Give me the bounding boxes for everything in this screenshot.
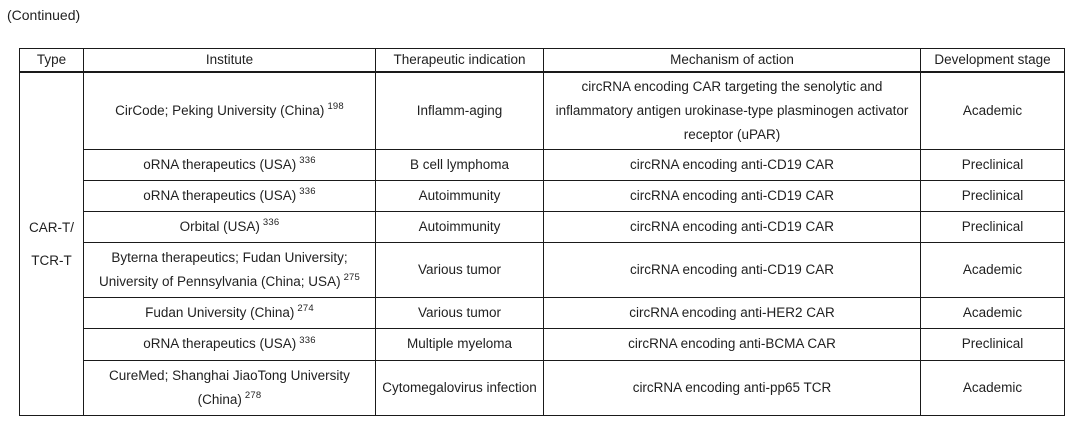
- cell-institute: Byterna therapeutics; Fudan University; …: [83, 241, 376, 298]
- institute-text: oRNA therapeutics (USA): [143, 336, 297, 351]
- cell-mechanism: circRNA encoding anti-CD19 CAR: [543, 241, 921, 298]
- cell-type-group: CAR-T/ TCR-T: [19, 71, 84, 416]
- cell-institute: oRNA therapeutics (USA) 336: [83, 327, 376, 361]
- col-header-development-stage: Development stage: [920, 48, 1065, 73]
- institute-text: Byterna therapeutics; Fudan University; …: [98, 249, 348, 289]
- col-header-mechanism-of-action: Mechanism of action: [543, 48, 921, 73]
- table-row: oRNA therapeutics (USA) 336 Autoimmunity …: [20, 179, 1065, 212]
- cell-institute: oRNA therapeutics (USA) 336: [83, 179, 376, 212]
- cell-indication: Inflamm-aging: [375, 71, 544, 150]
- reference-superscript: 336: [262, 217, 280, 228]
- cell-stage: Preclinical: [920, 327, 1065, 361]
- cell-stage: Preclinical: [920, 210, 1065, 243]
- cell-mechanism: circRNA encoding CAR targeting the senol…: [543, 71, 921, 150]
- table-row: CureMed; Shanghai JiaoTong University (C…: [20, 359, 1065, 416]
- institute-text: Orbital (USA): [179, 218, 260, 234]
- table-row: oRNA therapeutics (USA) 336 B cell lympho…: [20, 148, 1065, 181]
- cell-stage: Preclinical: [920, 179, 1065, 212]
- cell-institute: oRNA therapeutics (USA) 336: [83, 148, 376, 181]
- reference-superscript: 336: [299, 186, 316, 197]
- reference-superscript: 275: [343, 272, 361, 283]
- type-line-1: CAR-T/: [29, 219, 74, 235]
- circRNA-therapeutics-table: Type Institute Therapeutic indication Me…: [19, 48, 1065, 416]
- cell-institute: CirCode; Peking University (China) 198: [83, 71, 376, 150]
- cell-stage: Academic: [920, 241, 1065, 298]
- reference-superscript: 336: [299, 334, 316, 346]
- institute-text: CirCode; Peking University (China): [115, 102, 325, 118]
- cell-indication: Autoimmunity: [375, 179, 544, 212]
- col-header-type: Type: [19, 48, 84, 73]
- cell-indication: Autoimmunity: [375, 210, 544, 243]
- therapeutics-table-container: Type Institute Therapeutic indication Me…: [19, 48, 1065, 416]
- reference-superscript: 198: [327, 101, 344, 112]
- cell-institute: Orbital (USA) 336: [83, 210, 376, 243]
- cell-mechanism: circRNA encoding anti-BCMA CAR: [543, 327, 921, 361]
- reference-superscript: 278: [244, 390, 262, 401]
- table-row: Fudan University (China) 274 Various tumo…: [20, 296, 1065, 329]
- cell-institute: CureMed; Shanghai JiaoTong University (C…: [83, 359, 376, 416]
- cell-indication: Cytomegalovirus infection: [375, 359, 544, 416]
- col-header-institute: Institute: [83, 48, 376, 73]
- institute-text: oRNA therapeutics (USA): [143, 156, 297, 172]
- cell-stage: Academic: [920, 359, 1065, 416]
- reference-superscript: 336: [299, 155, 316, 166]
- table-header-row: Type Institute Therapeutic indication Me…: [19, 48, 1065, 73]
- table-row: Byterna therapeutics; Fudan University; …: [20, 241, 1065, 298]
- institute-text: oRNA therapeutics (USA): [143, 187, 297, 203]
- continued-label: (Continued): [7, 7, 81, 23]
- table-row: oRNA therapeutics (USA) 336 Multiple myel…: [20, 327, 1065, 361]
- cell-institute: Fudan University (China) 274: [83, 296, 376, 329]
- cell-indication: Multiple myeloma: [375, 327, 544, 361]
- cell-mechanism: circRNA encoding anti-pp65 TCR: [543, 359, 921, 416]
- cell-mechanism: circRNA encoding anti-CD19 CAR: [543, 179, 921, 212]
- cell-stage: Preclinical: [920, 148, 1065, 181]
- cell-mechanism: circRNA encoding anti-CD19 CAR: [543, 148, 921, 181]
- table-row: Orbital (USA) 336 Autoimmunity circRNA en…: [20, 210, 1065, 243]
- cell-stage: Academic: [920, 296, 1065, 329]
- cell-indication: Various tumor: [375, 296, 544, 329]
- cell-mechanism: circRNA encoding anti-HER2 CAR: [543, 296, 921, 329]
- cell-indication: Various tumor: [375, 241, 544, 298]
- institute-text: Fudan University (China): [145, 304, 295, 320]
- institute-text: CureMed; Shanghai JiaoTong University (C…: [109, 367, 350, 407]
- reference-superscript: 274: [297, 303, 314, 314]
- type-line-2: TCR-T: [31, 252, 72, 268]
- col-header-therapeutic-indication: Therapeutic indication: [375, 48, 544, 73]
- cell-stage: Academic: [920, 71, 1065, 150]
- table-row: CAR-T/ TCR-T CirCode; Peking University …: [19, 71, 1065, 416]
- cell-indication: B cell lymphoma: [375, 148, 544, 181]
- cell-mechanism: circRNA encoding anti-CD19 CAR: [543, 210, 921, 243]
